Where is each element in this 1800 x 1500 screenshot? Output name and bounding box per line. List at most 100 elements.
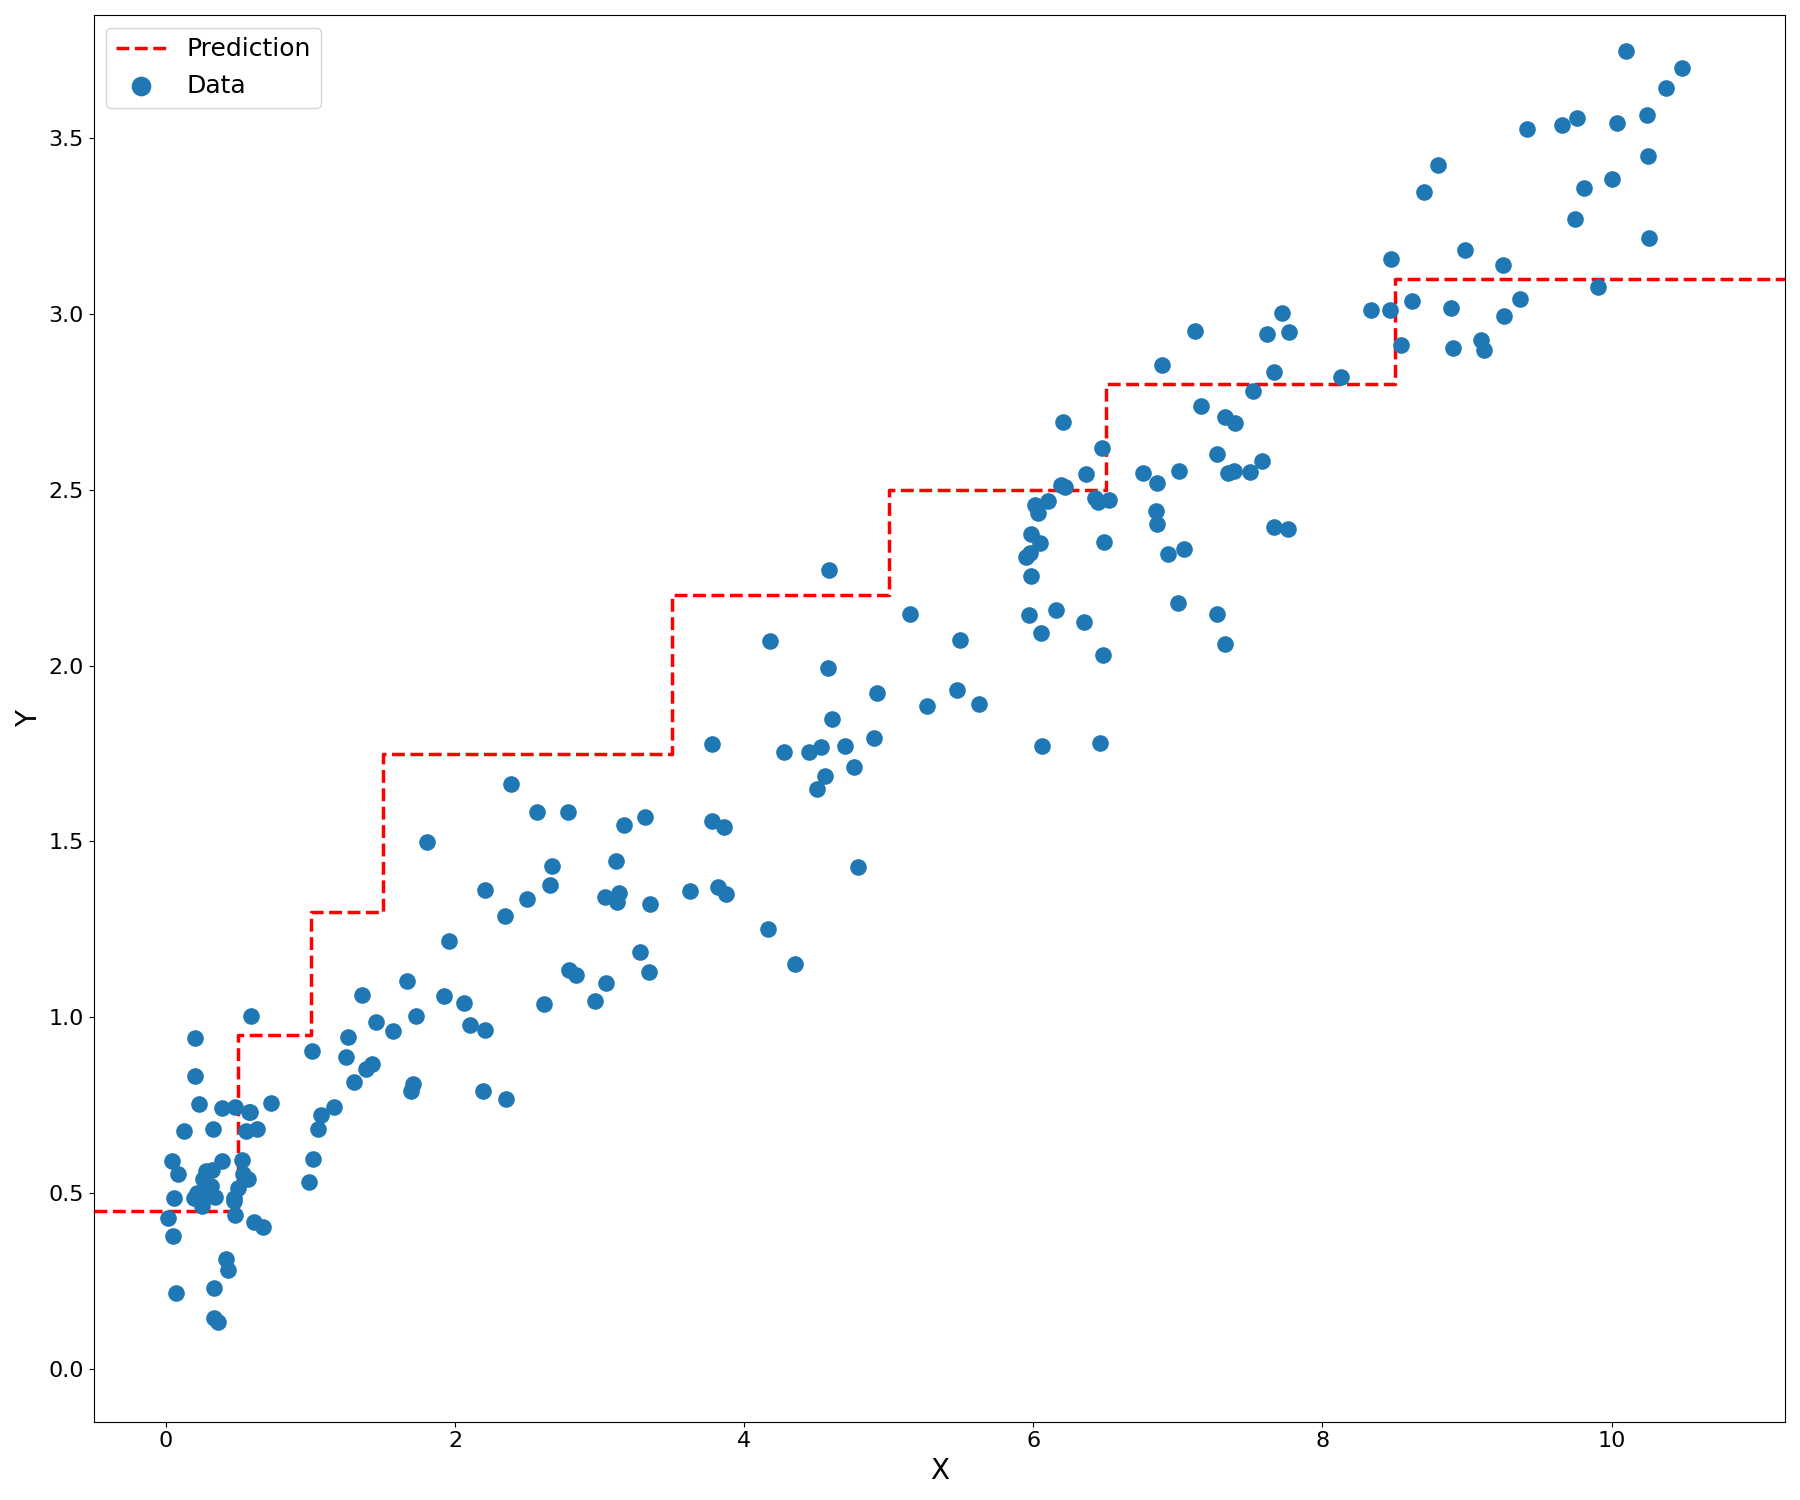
Data	[1598, 168, 1627, 192]
Data	[306, 1102, 335, 1126]
Data	[913, 694, 941, 718]
Prediction	[661, 744, 682, 762]
Data	[234, 1101, 263, 1125]
Data	[1024, 501, 1053, 525]
Data	[1141, 500, 1170, 523]
Data	[1080, 486, 1109, 510]
Data	[455, 1014, 484, 1038]
Data	[180, 1186, 209, 1210]
Prediction	[1775, 270, 1796, 288]
Data	[220, 1190, 248, 1214]
Data	[1602, 111, 1631, 135]
Data	[1049, 476, 1078, 500]
Data	[1084, 490, 1112, 514]
Data	[299, 1148, 328, 1172]
Data	[211, 1248, 239, 1272]
Data	[239, 1210, 268, 1234]
Data	[697, 810, 725, 834]
Data	[1042, 597, 1071, 621]
Data	[590, 885, 619, 909]
Data	[605, 880, 634, 904]
Data	[468, 1078, 497, 1102]
Data	[601, 849, 630, 873]
Data	[203, 1311, 232, 1335]
Data	[1012, 544, 1040, 568]
Data	[304, 1118, 333, 1142]
Data	[392, 969, 421, 993]
Data	[1017, 564, 1046, 588]
Data	[815, 558, 844, 582]
Data	[182, 1180, 211, 1204]
Data	[770, 740, 799, 764]
Data	[817, 706, 846, 730]
Data	[1253, 322, 1282, 346]
Data	[1613, 39, 1642, 63]
Data	[781, 952, 810, 976]
Data	[803, 777, 832, 801]
Data	[1238, 380, 1267, 404]
Data	[1186, 393, 1215, 417]
Data	[396, 1078, 425, 1102]
Data	[1512, 117, 1541, 141]
Data	[1561, 207, 1589, 231]
Data	[562, 963, 590, 987]
Prediction	[373, 744, 394, 762]
Prediction	[373, 903, 394, 921]
Data	[430, 984, 459, 1008]
Data	[1143, 471, 1172, 495]
Data	[202, 1185, 230, 1209]
Data	[1210, 405, 1238, 429]
Data	[711, 882, 740, 906]
Data	[859, 726, 887, 750]
Data	[362, 1010, 391, 1034]
Data	[610, 813, 639, 837]
Prediction	[1094, 482, 1116, 500]
Data	[945, 628, 974, 652]
Data	[351, 1056, 380, 1080]
Data	[497, 772, 526, 796]
Data	[965, 692, 994, 715]
Data	[356, 1052, 385, 1076]
Data	[1377, 246, 1406, 270]
Data	[1015, 542, 1044, 566]
Data	[198, 1158, 227, 1182]
Data	[1143, 513, 1172, 537]
Data	[634, 960, 662, 984]
Data	[625, 940, 653, 964]
Data	[896, 603, 925, 627]
Data	[554, 958, 583, 982]
Prediction	[445, 744, 466, 762]
Data	[185, 1092, 214, 1116]
Data	[189, 1186, 218, 1210]
Data	[1085, 732, 1114, 756]
Data	[553, 800, 581, 824]
Data	[164, 1162, 193, 1186]
Data	[635, 892, 664, 916]
Prediction	[227, 1026, 248, 1044]
Data	[1260, 360, 1289, 384]
Data	[1073, 462, 1102, 486]
Data	[187, 1194, 216, 1218]
Prediction	[661, 586, 682, 604]
Data	[1247, 450, 1276, 474]
Data	[220, 1203, 248, 1227]
Data	[335, 1024, 364, 1048]
Data	[1048, 474, 1076, 498]
Data	[158, 1149, 187, 1173]
Data	[401, 1004, 430, 1028]
Data	[1355, 298, 1384, 322]
Prediction	[301, 1026, 322, 1044]
Data	[236, 1004, 265, 1028]
Data	[630, 806, 659, 830]
Data	[1026, 531, 1055, 555]
Data	[1438, 336, 1467, 360]
Data	[1165, 459, 1193, 483]
Data	[347, 982, 376, 1006]
Data	[162, 1281, 191, 1305]
Data	[1213, 460, 1242, 484]
Data	[1220, 459, 1249, 483]
Data	[796, 740, 824, 764]
Prediction	[445, 744, 466, 762]
Data	[675, 879, 704, 903]
Data	[214, 1257, 243, 1281]
